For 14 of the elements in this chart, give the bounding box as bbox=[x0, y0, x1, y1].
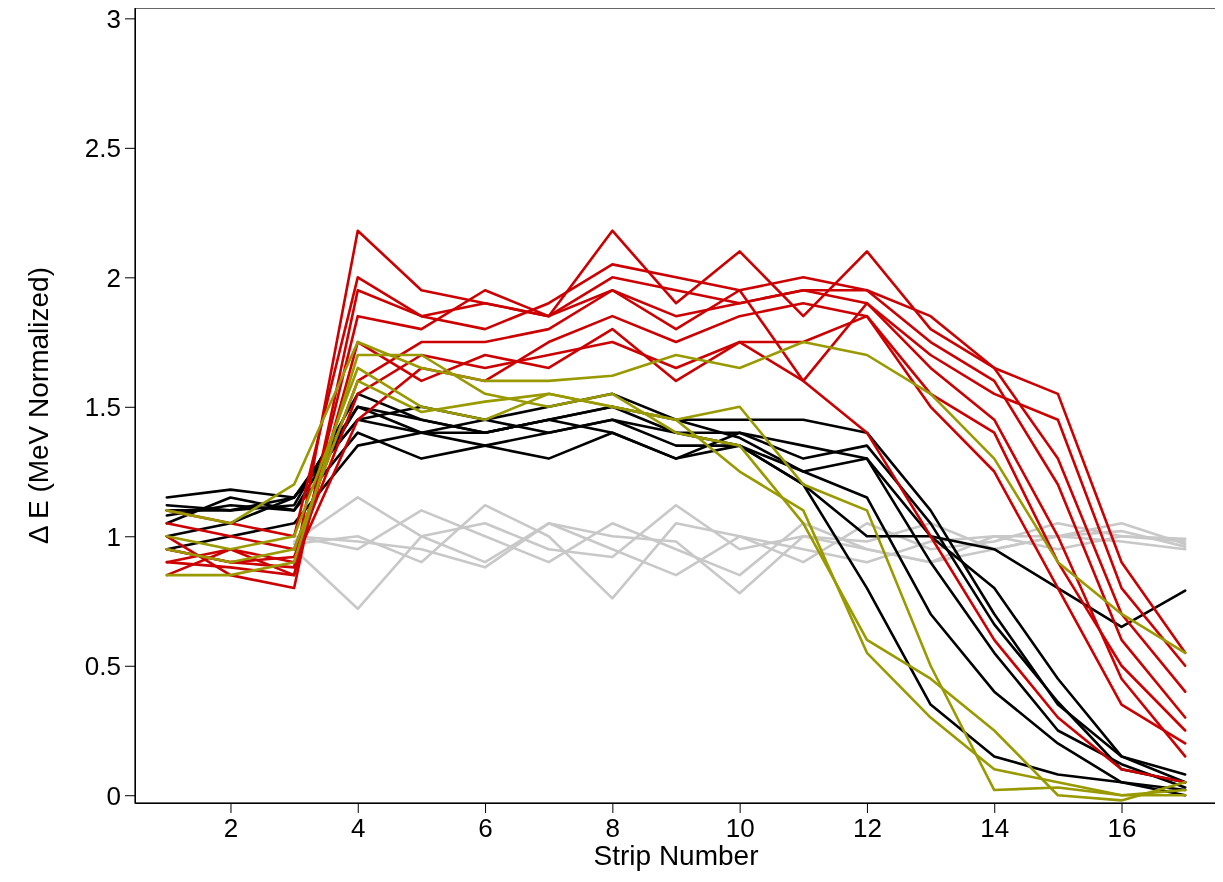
x-tick-label: 16 bbox=[1107, 813, 1137, 844]
x-tick-label: 6 bbox=[478, 813, 493, 844]
y-tick-label: 2.5 bbox=[84, 133, 121, 164]
x-tick-label: 2 bbox=[223, 813, 239, 844]
x-tick-label: 12 bbox=[852, 813, 882, 844]
x-tick-label: 14 bbox=[980, 813, 1010, 844]
x-tick-label: 4 bbox=[351, 813, 366, 844]
y-tick-label: 2 bbox=[106, 262, 121, 293]
y-tick-label: 3 bbox=[106, 3, 121, 34]
y-tick-label: 1 bbox=[106, 521, 121, 552]
y-tick-label: 1.5 bbox=[84, 392, 121, 423]
y-axis-title: Δ E (MeV Normalized) bbox=[23, 267, 54, 544]
y-tick-label: 0 bbox=[106, 780, 121, 811]
y-tick-label: 0.5 bbox=[84, 651, 121, 682]
